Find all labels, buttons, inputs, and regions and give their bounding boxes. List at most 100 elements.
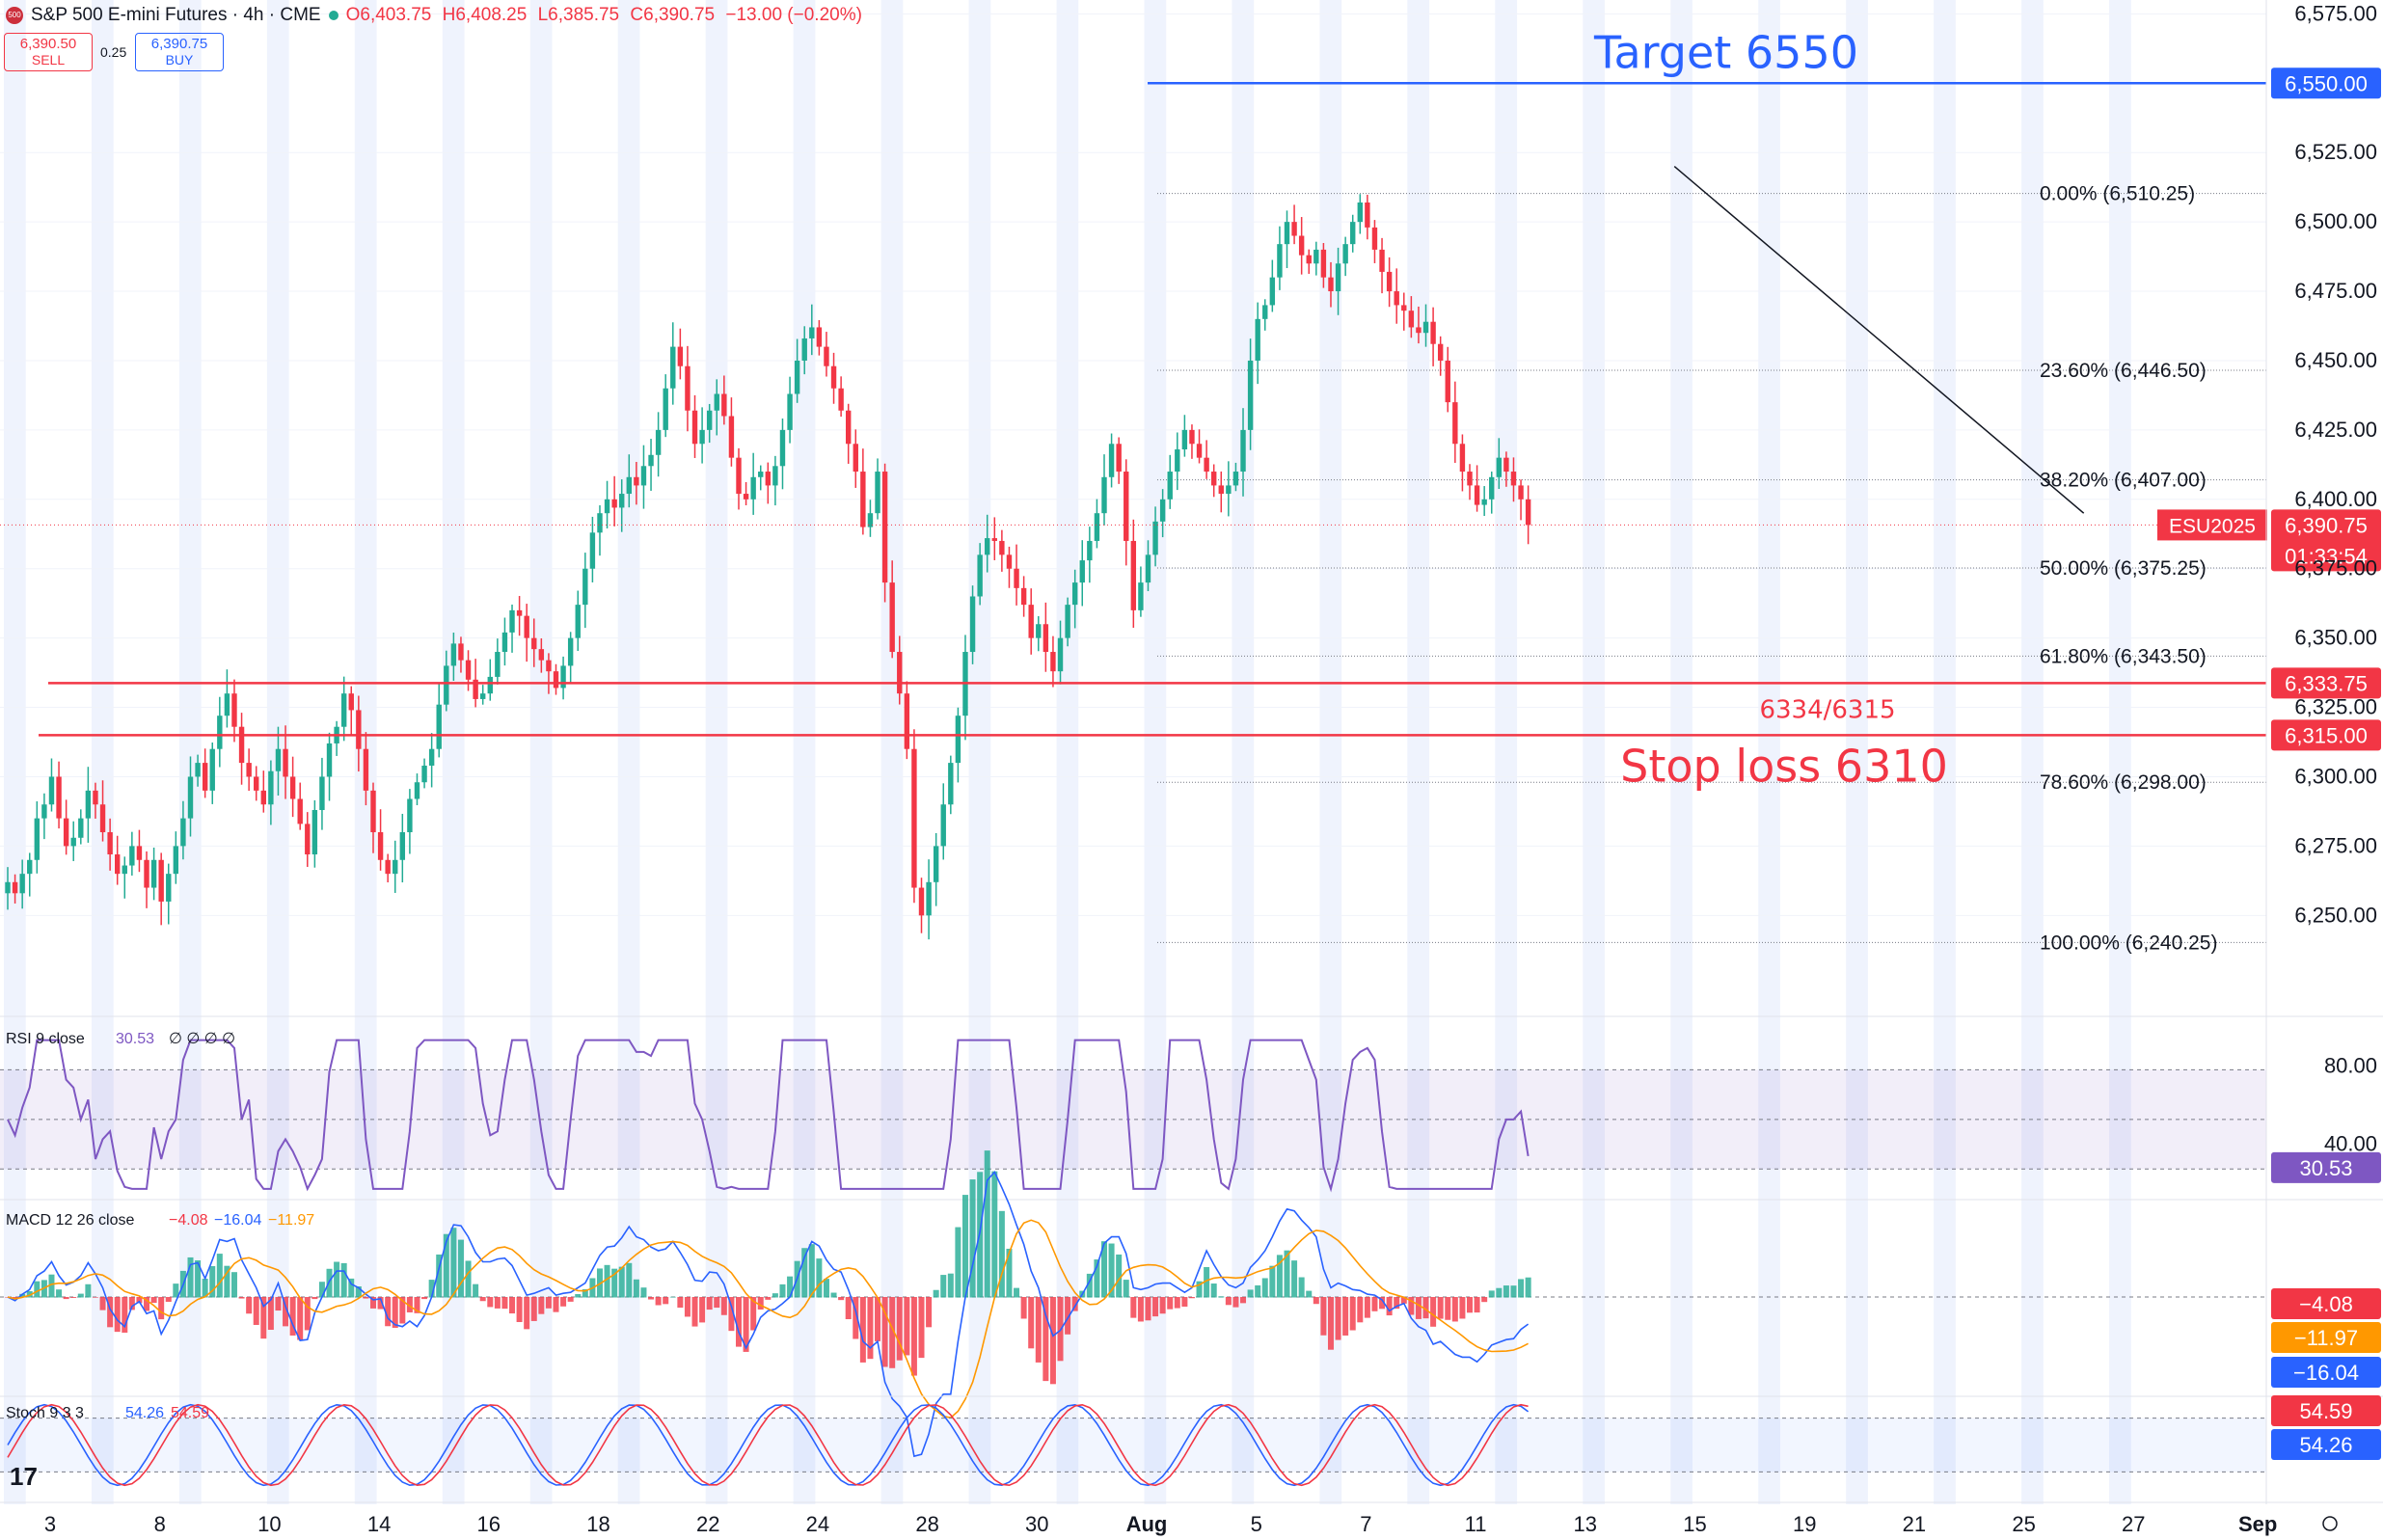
candle-body — [1232, 472, 1239, 486]
candle-body — [1437, 343, 1444, 361]
macd-hist-bar — [706, 1297, 713, 1310]
sell-label: SELL — [31, 52, 66, 68]
macd-hist-bar — [318, 1282, 325, 1298]
candle-body — [553, 671, 559, 689]
candle-body — [340, 693, 347, 727]
macd-hist-bar — [736, 1297, 742, 1347]
macd-pane: MACD 12 26 close −4.08 −16.04 −11.97 −4.08 −1… — [0, 1150, 2383, 1458]
candlesticks — [5, 194, 1531, 940]
ohlc-open: O6,403.75 — [345, 5, 432, 25]
macd-value-tag-label: −16.04 — [2293, 1361, 2359, 1385]
macd-hist-bar — [385, 1297, 392, 1327]
horizontal-levels[interactable]: 6,550.00 Target 6550 6,333.75 6334/6315 6,31… — [0, 26, 2381, 792]
macd-hist-bar — [889, 1297, 896, 1368]
candle-body — [838, 388, 844, 411]
candle-body — [289, 776, 296, 799]
macd-value: −16.04 — [214, 1212, 261, 1229]
sell-button[interactable]: 6,390.50 SELL — [4, 33, 93, 71]
candle-body — [1401, 305, 1407, 311]
candle-body — [1101, 476, 1107, 514]
candle-body — [677, 346, 684, 366]
macd-hist-bar — [19, 1293, 26, 1298]
candle-body — [728, 416, 735, 458]
candle-body — [5, 881, 11, 894]
macd-hist-bar — [1422, 1297, 1429, 1319]
time-tick-label: 18 — [586, 1512, 609, 1536]
time-tick-label: Aug — [1126, 1512, 1168, 1536]
time-tick-label: 7 — [1360, 1512, 1371, 1536]
symbol-title[interactable]: S&P 500 E-mini Futures · 4h · CME — [31, 5, 321, 25]
macd-hist-bar — [1400, 1297, 1407, 1304]
candle-body — [1371, 227, 1378, 250]
candle-body — [1503, 457, 1509, 473]
macd-hist-bar — [216, 1254, 223, 1298]
level-price-tag — [2271, 68, 2381, 99]
time-tick-label: 30 — [1025, 1512, 1048, 1536]
macd-hist-bar — [1430, 1297, 1437, 1327]
candle-body — [63, 818, 69, 847]
stoch-k-value: 54.26 — [125, 1405, 164, 1421]
macd-hist-bar — [238, 1297, 245, 1299]
macd-hist-bar — [648, 1297, 655, 1300]
buy-button[interactable]: 6,390.75 BUY — [135, 33, 224, 71]
macd-hist-bar — [1174, 1297, 1180, 1309]
time-axis[interactable]: 3 8 10 14 16 18 22 24 28 30 Aug 5 7 11 13 15 19 21 25 27 Sep — [0, 1501, 2383, 1536]
price-axis[interactable]: 6,575.00 6,525.00 6,500.00 6,475.00 6,450.00… — [2265, 0, 2377, 1504]
macd-hist-bar — [1481, 1297, 1488, 1303]
macd-hist-bar — [904, 1297, 910, 1356]
candle-body — [516, 609, 523, 616]
candle-body — [1057, 637, 1064, 672]
candle-body — [1518, 485, 1524, 500]
macd-hist-bar — [275, 1297, 282, 1311]
level-price-label: 6,333.75 — [2285, 671, 2368, 695]
candle-body — [904, 693, 910, 749]
macd-hist-bar — [1071, 1297, 1078, 1311]
macd-hist-bar — [1394, 1297, 1400, 1310]
candle-body — [1350, 222, 1356, 245]
fibonacci-retracement[interactable]: 0.00% (6,510.25) 23.60% (6,446.50) 38.20% … — [1157, 183, 2266, 955]
tradingview-logo-icon[interactable]: 17 — [10, 1462, 38, 1491]
candle-body — [611, 499, 617, 508]
level-note: Target 6550 — [1593, 26, 1858, 78]
macd-hist-bar — [1137, 1297, 1144, 1322]
rsi-value-tag-label: 30.53 — [2299, 1156, 2352, 1180]
candle-body — [1430, 321, 1436, 344]
candle-body — [1291, 222, 1297, 236]
price-tick-label: 6,300.00 — [2294, 764, 2377, 788]
candle-body — [1189, 429, 1195, 445]
candle-body — [268, 770, 274, 805]
macd-hist-bar — [1145, 1297, 1151, 1321]
candle-body — [969, 596, 976, 653]
buy-label: BUY — [165, 52, 194, 68]
macd-hist-bar — [399, 1297, 406, 1324]
macd-hist-bar — [910, 1297, 917, 1376]
macd-hist-bar — [436, 1254, 443, 1298]
candle-body — [305, 824, 311, 855]
candle-body — [670, 346, 676, 389]
session-band — [1144, 0, 1167, 1504]
session-band — [880, 0, 904, 1504]
macd-hist-bar — [122, 1297, 128, 1333]
candle-body — [254, 776, 259, 791]
candle-body — [1014, 568, 1019, 588]
rsi-extra: ∅ ∅ ∅ ∅ — [169, 1031, 235, 1047]
trendline[interactable] — [1673, 166, 2085, 514]
macd-hist-bar — [1459, 1297, 1466, 1319]
candle-body — [816, 327, 823, 347]
stoch-value-tag — [2271, 1429, 2381, 1460]
price-tick-label: 6,400.00 — [2294, 487, 2377, 511]
ohlc-values: O6,403.75 H6,408.25 L6,385.75 C6,390.75 … — [346, 5, 868, 26]
macd-hist-bar — [1451, 1297, 1458, 1322]
session-band — [1056, 0, 1079, 1504]
macd-hist-bar — [63, 1297, 69, 1300]
macd-hist-bar — [859, 1297, 866, 1363]
price-tick-label: 6,500.00 — [2294, 209, 2377, 233]
macd-hist-bar — [1525, 1277, 1531, 1298]
macd-hist-bar — [334, 1261, 340, 1298]
macd-hist-bar — [940, 1275, 947, 1298]
candle-body — [136, 846, 143, 860]
session-band — [1319, 0, 1342, 1504]
candle-body — [414, 782, 420, 799]
time-tick-label: 25 — [2012, 1512, 2035, 1536]
